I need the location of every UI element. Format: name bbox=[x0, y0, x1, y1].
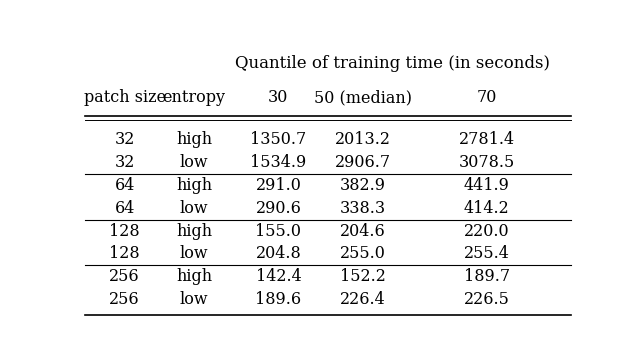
Text: 189.7: 189.7 bbox=[463, 268, 510, 285]
Text: low: low bbox=[180, 291, 209, 308]
Text: 204.6: 204.6 bbox=[340, 223, 385, 240]
Text: 128: 128 bbox=[109, 245, 140, 262]
Text: 290.6: 290.6 bbox=[255, 200, 301, 217]
Text: 32: 32 bbox=[115, 131, 135, 148]
Text: 152.2: 152.2 bbox=[340, 268, 386, 285]
Text: 1534.9: 1534.9 bbox=[250, 154, 307, 171]
Text: 2906.7: 2906.7 bbox=[335, 154, 391, 171]
Text: 255.4: 255.4 bbox=[464, 245, 509, 262]
Text: high: high bbox=[176, 268, 212, 285]
Text: 226.4: 226.4 bbox=[340, 291, 385, 308]
Text: 441.9: 441.9 bbox=[464, 177, 509, 194]
Text: low: low bbox=[180, 200, 209, 217]
Text: high: high bbox=[176, 177, 212, 194]
Text: 50 (median): 50 (median) bbox=[314, 89, 412, 106]
Text: 338.3: 338.3 bbox=[340, 200, 386, 217]
Text: 256: 256 bbox=[109, 291, 140, 308]
Text: 70: 70 bbox=[477, 89, 497, 106]
Text: 142.4: 142.4 bbox=[255, 268, 301, 285]
Text: 414.2: 414.2 bbox=[464, 200, 509, 217]
Text: 189.6: 189.6 bbox=[255, 291, 301, 308]
Text: high: high bbox=[176, 131, 212, 148]
Text: 30: 30 bbox=[268, 89, 289, 106]
Text: 1350.7: 1350.7 bbox=[250, 131, 307, 148]
Text: 382.9: 382.9 bbox=[340, 177, 386, 194]
Text: 226.5: 226.5 bbox=[464, 291, 509, 308]
Text: 220.0: 220.0 bbox=[464, 223, 509, 240]
Text: 2781.4: 2781.4 bbox=[459, 131, 515, 148]
Text: 3078.5: 3078.5 bbox=[459, 154, 515, 171]
Text: 291.0: 291.0 bbox=[255, 177, 301, 194]
Text: 204.8: 204.8 bbox=[255, 245, 301, 262]
Text: 256: 256 bbox=[109, 268, 140, 285]
Text: 255.0: 255.0 bbox=[340, 245, 386, 262]
Text: 64: 64 bbox=[115, 177, 135, 194]
Text: low: low bbox=[180, 245, 209, 262]
Text: 155.0: 155.0 bbox=[255, 223, 301, 240]
Text: entropy: entropy bbox=[163, 89, 225, 106]
Text: Quantile of training time (in seconds): Quantile of training time (in seconds) bbox=[235, 55, 550, 72]
Text: 2013.2: 2013.2 bbox=[335, 131, 390, 148]
Text: high: high bbox=[176, 223, 212, 240]
Text: low: low bbox=[180, 154, 209, 171]
Text: 64: 64 bbox=[115, 200, 135, 217]
Text: 32: 32 bbox=[115, 154, 135, 171]
Text: 128: 128 bbox=[109, 223, 140, 240]
Text: patch size: patch size bbox=[84, 89, 166, 106]
